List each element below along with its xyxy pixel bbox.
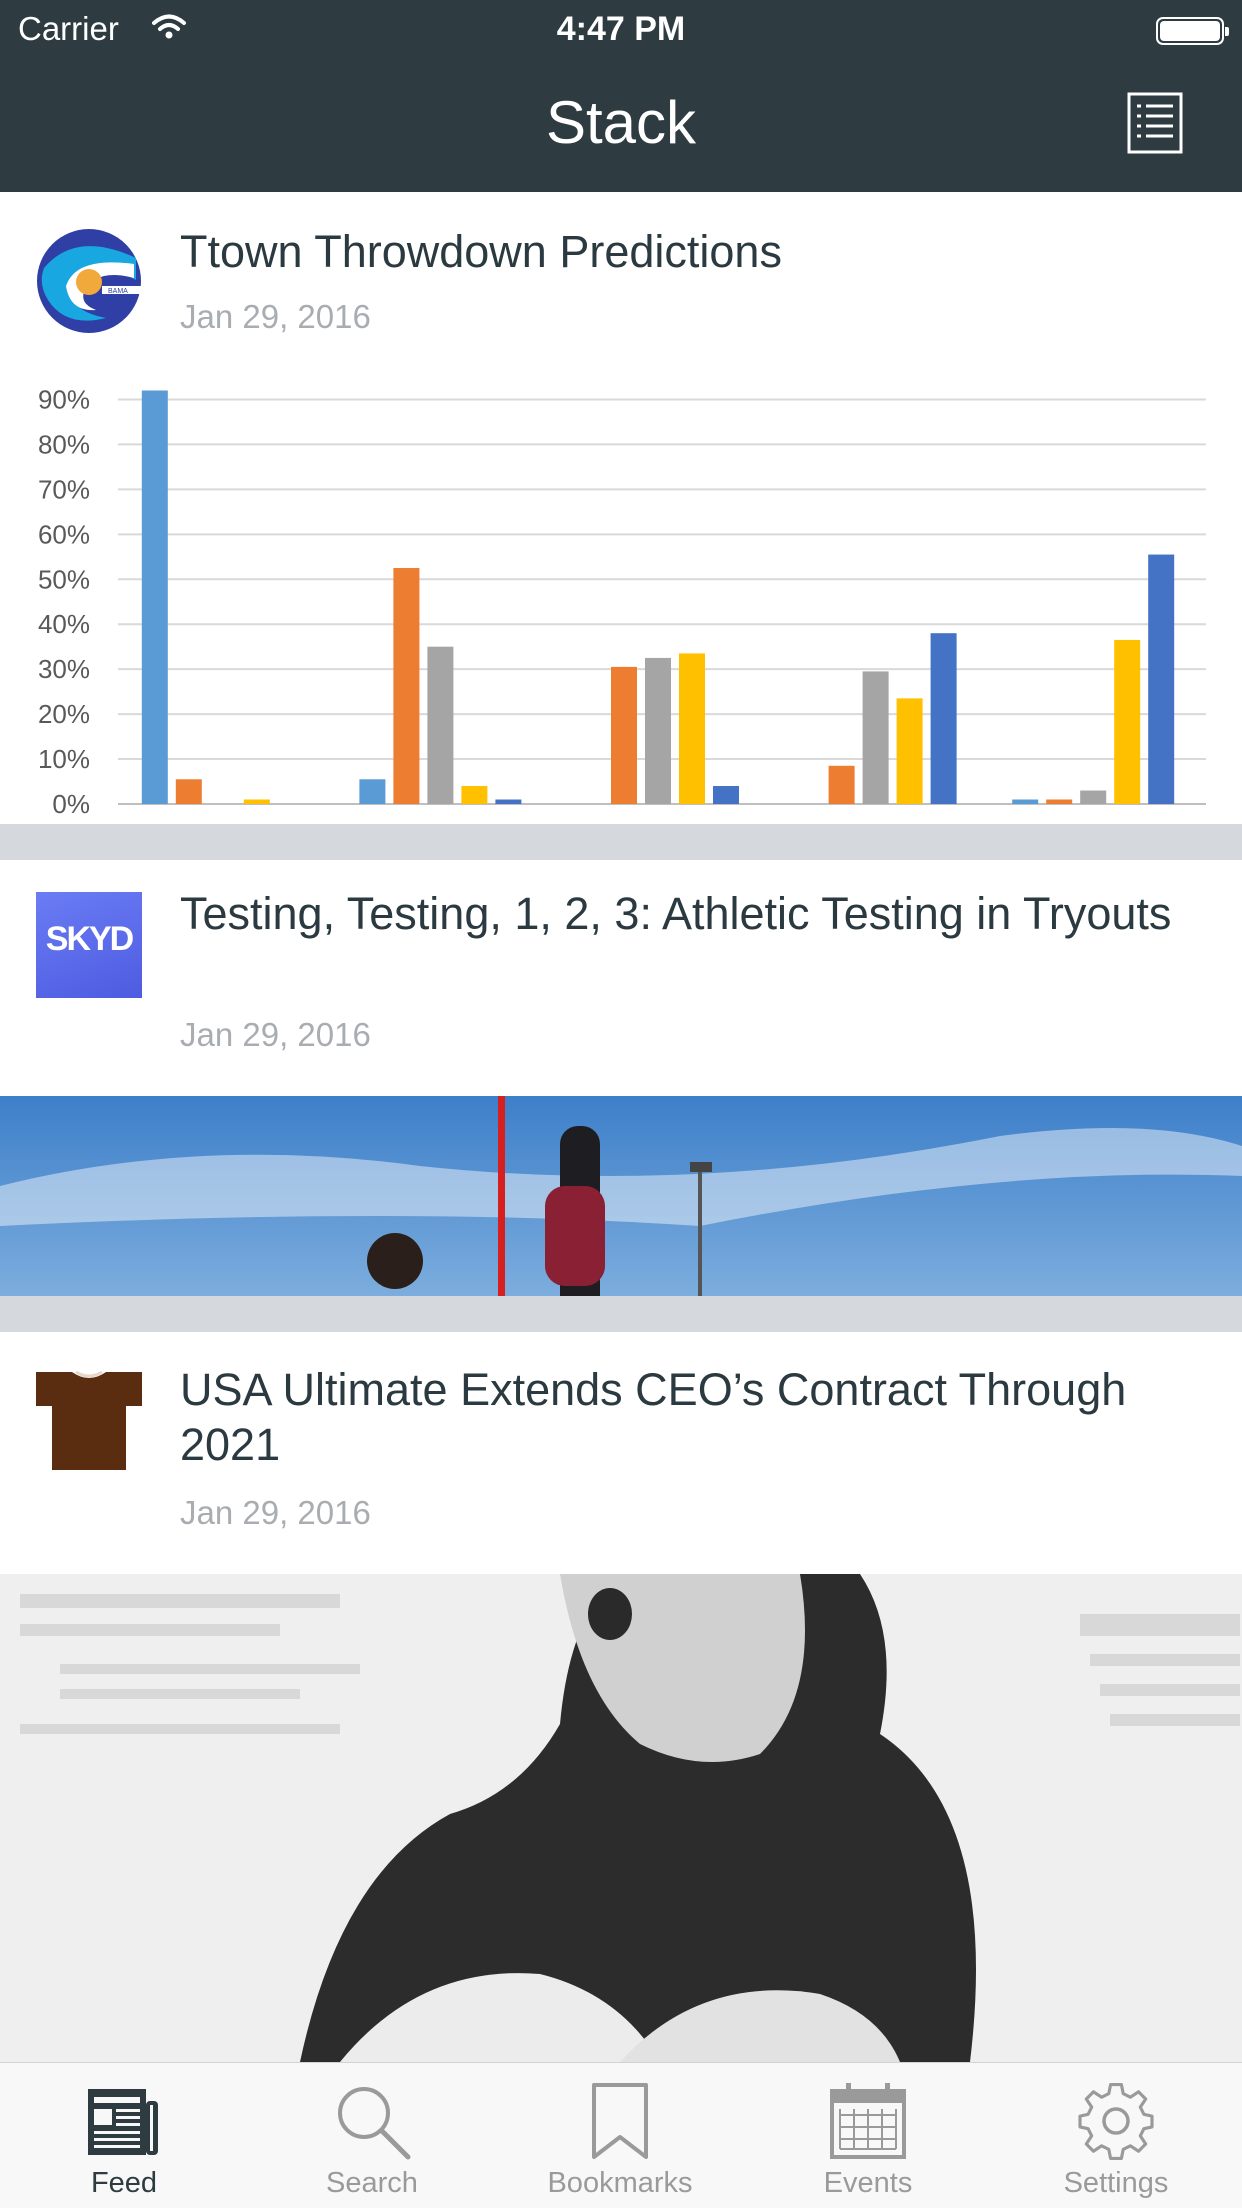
y-tick-label: 0% bbox=[52, 789, 90, 819]
bar bbox=[930, 633, 957, 804]
article-image[interactable] bbox=[0, 1574, 1242, 2062]
page-title: Stack bbox=[545, 89, 697, 156]
bar bbox=[862, 671, 889, 804]
bar bbox=[1148, 554, 1175, 804]
bar bbox=[828, 765, 855, 804]
tab-label: Feed bbox=[90, 2167, 158, 2199]
tab-feed[interactable]: Feed bbox=[0, 2063, 248, 2209]
list-icon bbox=[1127, 92, 1183, 154]
bar bbox=[495, 799, 522, 804]
svg-text:BAMA: BAMA bbox=[108, 288, 128, 295]
search-icon bbox=[338, 2087, 411, 2160]
bar bbox=[713, 786, 739, 804]
divider bbox=[0, 824, 1242, 860]
article-title[interactable]: USA Ultimate Extends CEO’s Contract Thro… bbox=[180, 1364, 1127, 1470]
y-tick-label: 70% bbox=[38, 474, 90, 504]
top-bar: Carrier 4:47 PM Stack bbox=[0, 0, 1242, 192]
article-date: Jan 29, 2016 bbox=[180, 1016, 371, 1053]
y-tick-label: 10% bbox=[38, 744, 90, 774]
newspaper-icon bbox=[88, 2089, 158, 2155]
list-view-button[interactable] bbox=[1127, 92, 1183, 154]
feed-item[interactable]: BAMA Ttown Throwdown Predictions Jan 29,… bbox=[0, 192, 1242, 824]
gear-icon bbox=[1078, 2083, 1154, 2160]
bar bbox=[1114, 639, 1141, 804]
tab-label: Settings bbox=[1063, 2167, 1169, 2199]
skyd-logo: SKYD bbox=[36, 892, 142, 998]
y-tick-label: 20% bbox=[38, 699, 90, 729]
bar bbox=[393, 568, 420, 804]
carrier-label: Carrier bbox=[18, 10, 119, 47]
bar bbox=[359, 779, 386, 804]
bookmark-icon bbox=[592, 2083, 648, 2159]
bar bbox=[1012, 799, 1039, 804]
y-tick-label: 60% bbox=[38, 519, 90, 549]
article-title[interactable]: Ttown Throwdown Predictions bbox=[180, 226, 782, 277]
battery-icon bbox=[1156, 17, 1229, 45]
tab-label: Events bbox=[823, 2167, 913, 2199]
feed-item[interactable]: USA Ultimate Extends CEO’s Contract Thro… bbox=[0, 1332, 1242, 2062]
bar bbox=[427, 646, 454, 804]
tab-events[interactable]: Events bbox=[744, 2063, 992, 2209]
calendar-icon bbox=[830, 2083, 906, 2159]
y-tick-label: 80% bbox=[38, 429, 90, 459]
tab-label: Search bbox=[326, 2167, 418, 2199]
tab-settings[interactable]: Settings bbox=[992, 2063, 1240, 2209]
wifi-icon bbox=[152, 14, 186, 45]
article-date: Jan 29, 2016 bbox=[180, 298, 371, 335]
tab-bookmarks[interactable]: Bookmarks bbox=[496, 2063, 744, 2209]
bar bbox=[141, 390, 168, 804]
bar bbox=[243, 799, 270, 804]
tab-label: Bookmarks bbox=[547, 2167, 693, 2199]
divider bbox=[0, 1296, 1242, 1332]
tshirt-logo bbox=[36, 1368, 142, 1474]
feed-item[interactable]: SKYD Testing, Testing, 1, 2, 3: Athletic… bbox=[0, 860, 1242, 1546]
tab-search[interactable]: Search bbox=[248, 2063, 496, 2209]
bar bbox=[611, 666, 637, 804]
tab-bar: Feed Search Bookmarks Events bbox=[0, 2062, 1242, 2208]
bar-chart: 0% 10% 20% 30% 40% 50% 60% 70% 80% 90% bbox=[38, 384, 1206, 819]
status-bar: Carrier 4:47 PM bbox=[0, 0, 1242, 62]
bar bbox=[461, 786, 488, 804]
y-tick-label: 40% bbox=[38, 609, 90, 639]
article-title[interactable]: Testing, Testing, 1, 2, 3: Athletic Test… bbox=[180, 888, 1172, 939]
bar bbox=[645, 657, 671, 804]
bar bbox=[175, 779, 202, 804]
bar bbox=[896, 698, 923, 804]
feed-list[interactable]: BAMA Ttown Throwdown Predictions Jan 29,… bbox=[0, 192, 1242, 2062]
article-date: Jan 29, 2016 bbox=[180, 1494, 371, 1531]
y-tick-label: 90% bbox=[38, 384, 90, 414]
status-time: 4:47 PM bbox=[556, 10, 686, 48]
bar bbox=[1080, 790, 1107, 804]
bar bbox=[1046, 799, 1073, 804]
y-tick-label: 30% bbox=[38, 654, 90, 684]
bar bbox=[679, 653, 705, 804]
wave-logo: BAMA bbox=[36, 228, 142, 334]
y-tick-label: 50% bbox=[38, 564, 90, 594]
